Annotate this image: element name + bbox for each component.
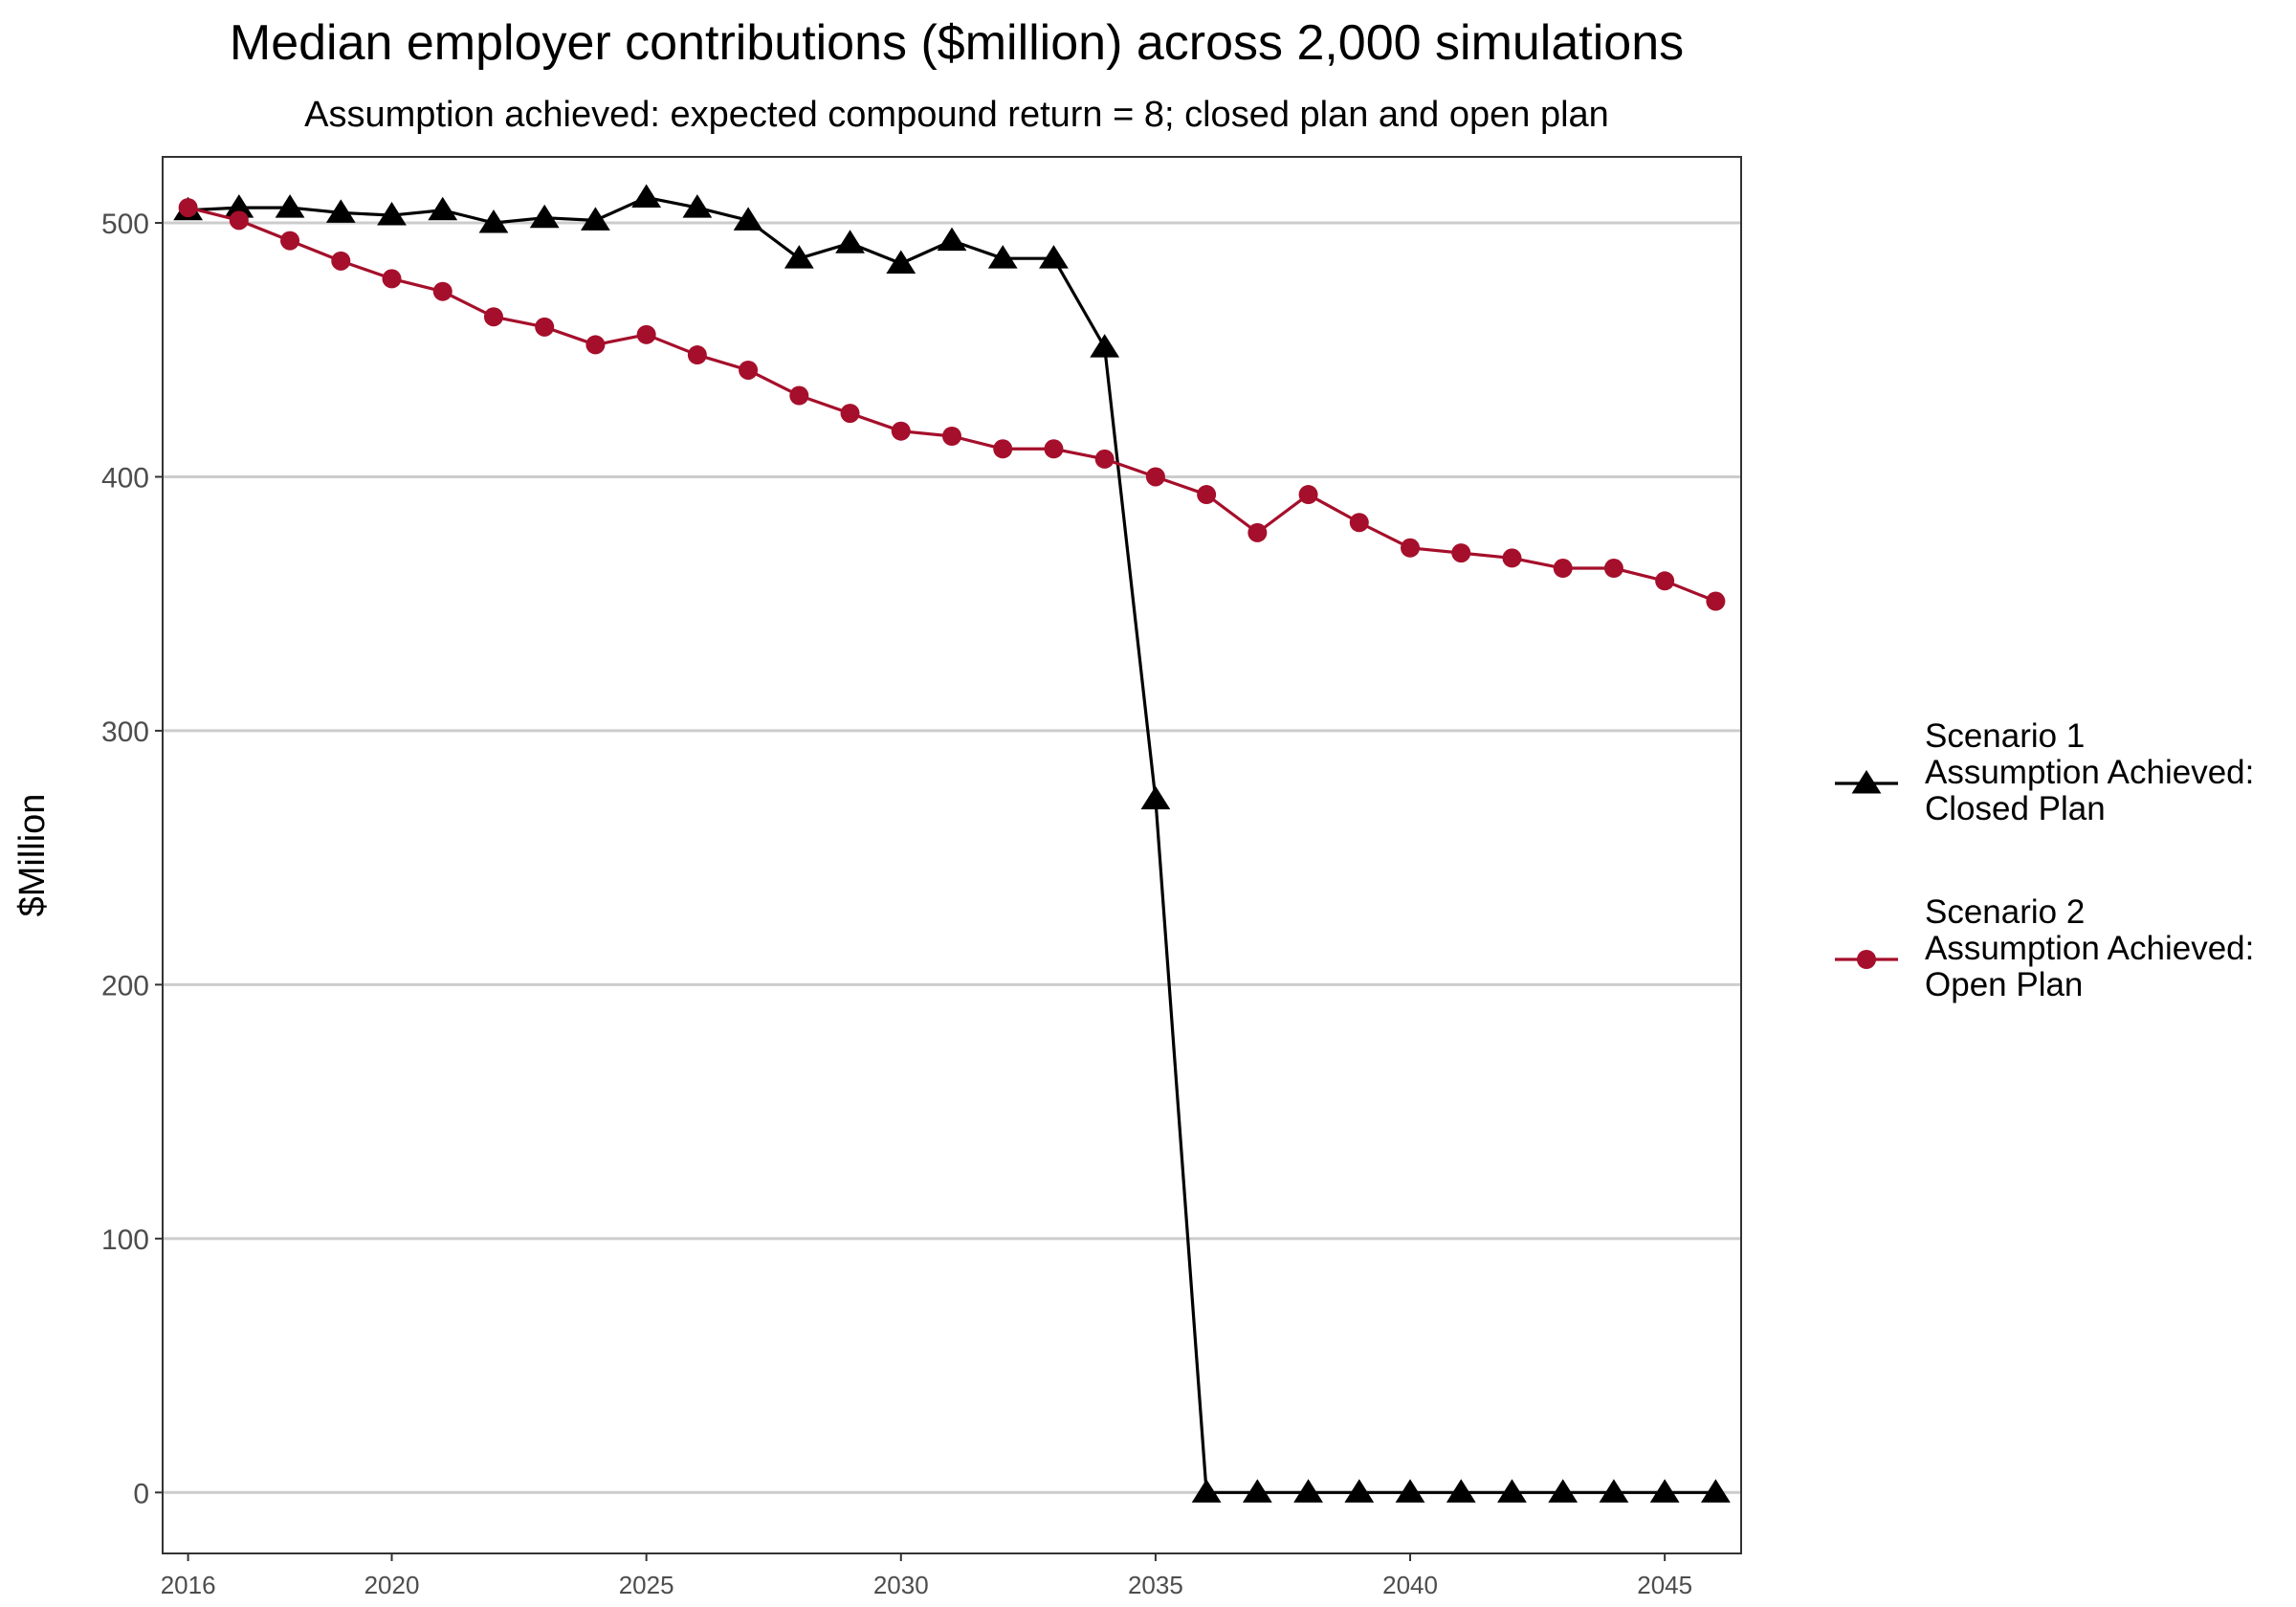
series-1-point [1039,245,1069,269]
y-tick-label: 0 [133,1478,149,1509]
series-2-point [1349,513,1369,533]
series-1-point [1497,1479,1527,1503]
legend-label-line: Assumption Achieved: [1925,754,2254,791]
series-1-point [275,194,305,218]
x-tick-label: 2025 [619,1571,674,1599]
y-tick-label: 200 [101,970,149,1002]
series-2-point [789,385,809,406]
y-tick-label: 500 [101,209,149,240]
series-2-point [331,251,351,271]
series-2-point [1502,548,1522,568]
series-2-point [1298,485,1318,505]
series-2-point [891,421,911,441]
series-1-point [733,207,763,231]
series-1-point [1599,1479,1629,1503]
series-1-point [428,196,458,221]
series-1-point [631,184,662,208]
legend-label-line: Open Plan [1925,966,2083,1003]
series-2-point [178,198,198,218]
series-1-point [835,230,865,253]
series-1 [173,184,1731,1503]
y-tick-label: 300 [101,716,149,748]
series-1-point [784,245,814,269]
series-2-point [1451,543,1471,563]
series-1-point [1344,1479,1375,1503]
x-tick-label: 2020 [364,1571,420,1599]
series-2-point [636,324,656,344]
series-2-point [1197,485,1217,505]
series-1-point [1293,1479,1323,1503]
series-1-point [682,194,713,218]
x-tick-label: 2040 [1382,1571,1438,1599]
axis-layer: 0 100 200 300 400 500 2016 2020 2025 2030 2035 2040… [101,209,1692,1599]
x-tick-label: 2030 [873,1571,929,1599]
legend-label-line: Scenario 1 [1925,717,2085,755]
series-1-point [886,250,916,274]
series-2-point [1706,591,1726,611]
series-1-point [987,245,1018,269]
y-tick-label: 400 [101,462,149,494]
x-tick-label: 2016 [161,1571,216,1599]
y-axis-title: $Million [12,794,53,917]
series-2-point [432,281,453,301]
series-2-point [993,439,1013,459]
series-2-point [535,317,555,337]
series-2 [178,198,1726,611]
series-2-point [687,345,707,365]
series-1-point [325,199,356,223]
series-1-point [1191,1479,1222,1503]
chart-subtitle: Assumption achieved: expected compound r… [304,95,1609,135]
series-1-point [529,204,560,229]
series-2-point [1145,467,1165,487]
series-2-point [229,210,249,231]
series-2-point [840,404,860,424]
y-tick-label: 100 [101,1224,149,1256]
series-2-point [1655,571,1675,591]
series-2-point [739,360,759,380]
series-1-point [1446,1479,1476,1503]
series-1-point [1090,334,1120,358]
series-1-point [1242,1479,1272,1503]
series-2-point [483,307,503,327]
series-1-point [478,209,509,233]
legend-label-line: Closed Plan [1925,790,2106,827]
legend-key-marker [1851,770,1882,794]
series-2-point [1094,449,1115,469]
series-2-point [382,269,402,289]
x-tick-label: 2045 [1637,1571,1692,1599]
series-1-point [1140,785,1171,810]
plot-panel [163,157,1741,1553]
plot-border [162,156,1742,1554]
series-1-point [1700,1479,1731,1503]
series-1-point [581,207,610,231]
chart-title: Median employer contributions ($million)… [230,15,1684,71]
series-1-point [937,227,967,252]
series-2-point [1603,559,1623,579]
x-tick-label: 2035 [1128,1571,1183,1599]
series-1-point [224,194,254,218]
legend-key-marker [1857,950,1876,969]
series-layer [173,184,1731,1503]
series-1-point [1649,1479,1680,1503]
series-2-point [1044,439,1064,459]
series-2-point [280,231,300,251]
legend-label-line: Scenario 2 [1925,893,2085,931]
series-2-point [1247,522,1268,542]
series-1-point [1395,1479,1425,1503]
legend-label-line: Assumption Achieved: [1925,930,2254,967]
series-2-point [1401,538,1421,558]
series-2-point [585,335,606,355]
series-2-point [1553,559,1573,579]
series-1-point [377,202,407,226]
series-1-point [1548,1479,1578,1503]
series-2-point [942,427,961,446]
